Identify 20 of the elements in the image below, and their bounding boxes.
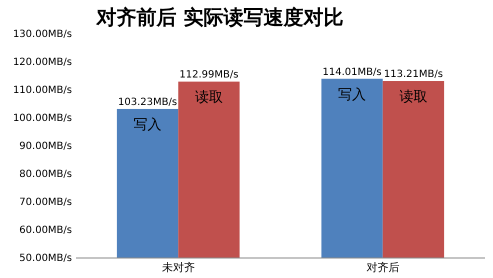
data-label: 103.23MB/s — [118, 96, 178, 108]
chart-title: 对齐前后 实际读写速度对比 — [96, 5, 344, 29]
x-tick-label: 未对齐 — [162, 260, 195, 274]
y-tick-label: 60.00MB/s — [19, 225, 72, 236]
y-tick-label: 90.00MB/s — [19, 141, 72, 152]
y-tick-label: 100.00MB/s — [12, 113, 72, 124]
y-tick-label: 110.00MB/s — [12, 85, 72, 96]
series-label: 写入 — [134, 116, 162, 133]
text: 写入 — [338, 86, 366, 103]
text: 读取 — [399, 89, 428, 106]
data-label: 114.01MB/s — [322, 66, 382, 78]
series-label: 读取 — [194, 90, 223, 106]
y-tick-label: 50.00MB/s — [19, 253, 72, 264]
data-label: 112.99MB/s — [179, 70, 238, 81]
data-label: 113.21MB/s — [384, 69, 443, 80]
y-tick-label: 70.00MB/s — [19, 197, 72, 208]
y-tick-label: 80.00MB/s — [19, 169, 72, 180]
y-tick-label: 120.00MB/s — [12, 57, 72, 68]
x-tick-label: 对齐后 — [366, 260, 400, 274]
y-tick-label: 130.00MB/s — [12, 29, 72, 40]
